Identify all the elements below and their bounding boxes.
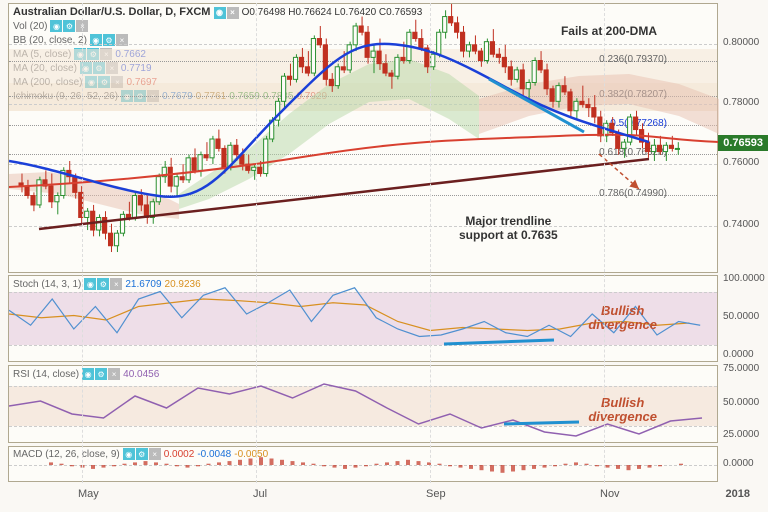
vgrid-may	[82, 3, 83, 483]
ichimoku-cloud	[9, 59, 719, 219]
ytick-74: 0.74000	[723, 219, 759, 230]
stochastic-chart[interactable]: Stoch (14, 3, 1) ◉⚙× 21.6709 20.9236 Bul…	[8, 275, 718, 362]
bullish-text2: Bullish	[601, 395, 644, 410]
stoch-100: 100.0000	[723, 273, 765, 284]
x-nov: Nov	[600, 488, 620, 500]
macd-chart[interactable]: MACD (12, 26, close, 9) ◉⚙× 0.0002 -0.00…	[8, 446, 718, 482]
stoch-y-axis: 100.0000 50.0000 0.0000	[720, 275, 768, 362]
rsi-chart[interactable]: RSI (14, close) ◉⚙× 40.0456 Bullish dive…	[8, 365, 718, 443]
fail-200dma-annotation: Fails at 200-DMA	[561, 24, 657, 38]
x-sep: Sep	[426, 488, 446, 500]
main-chart-svg	[9, 4, 719, 274]
rsi-50: 50.0000	[723, 397, 759, 408]
x-axis: May Jul Sep Nov 2018	[8, 484, 760, 509]
macd-histogram	[49, 457, 683, 473]
x-jul: Jul	[253, 488, 267, 500]
macd-svg	[9, 447, 719, 483]
ytick-78: 0.78000	[723, 97, 759, 108]
macd-y-axis: 0.0000	[720, 446, 768, 482]
trendline-text2: support at 0.7635	[459, 228, 558, 242]
rsi-25: 25.0000	[723, 429, 759, 440]
x-may: May	[78, 488, 99, 500]
stoch-0: 0.0000	[723, 349, 754, 360]
vgrid-jul	[256, 3, 257, 483]
vgrid-sep	[430, 3, 431, 483]
divergence-text2: divergence	[588, 409, 657, 424]
stoch-divergence-line	[444, 340, 554, 344]
x-2018: 2018	[726, 488, 750, 500]
rsi-y-axis: 75.0000 50.0000 25.0000	[720, 365, 768, 443]
trendline-annotation: Major trendline support at 0.7635	[459, 214, 558, 243]
rsi-divergence-line	[504, 422, 579, 424]
rsi-75: 75.0000	[723, 363, 759, 374]
ytick-76: 0.76000	[723, 157, 759, 168]
ma200-line	[9, 135, 719, 187]
macd-0: 0.0000	[723, 458, 754, 469]
main-price-chart[interactable]: Australian Dollar/U.S. Dollar, D, FXCM ◉…	[8, 3, 718, 273]
divergence-text: divergence	[588, 317, 657, 332]
candlesticks	[19, 4, 679, 252]
trendline-text1: Major trendline	[465, 214, 551, 228]
ytick-80: 0.80000	[723, 37, 759, 48]
breakdown-arrow	[599, 154, 639, 189]
stoch-50: 50.0000	[723, 311, 759, 322]
rsi-bullish-div: Bullish divergence	[588, 396, 657, 425]
vgrid-nov	[604, 3, 605, 483]
current-price-tag: 0.76593	[718, 135, 768, 151]
bullish-text: Bullish	[601, 303, 644, 318]
stoch-bullish-div: Bullish divergence	[588, 304, 657, 333]
